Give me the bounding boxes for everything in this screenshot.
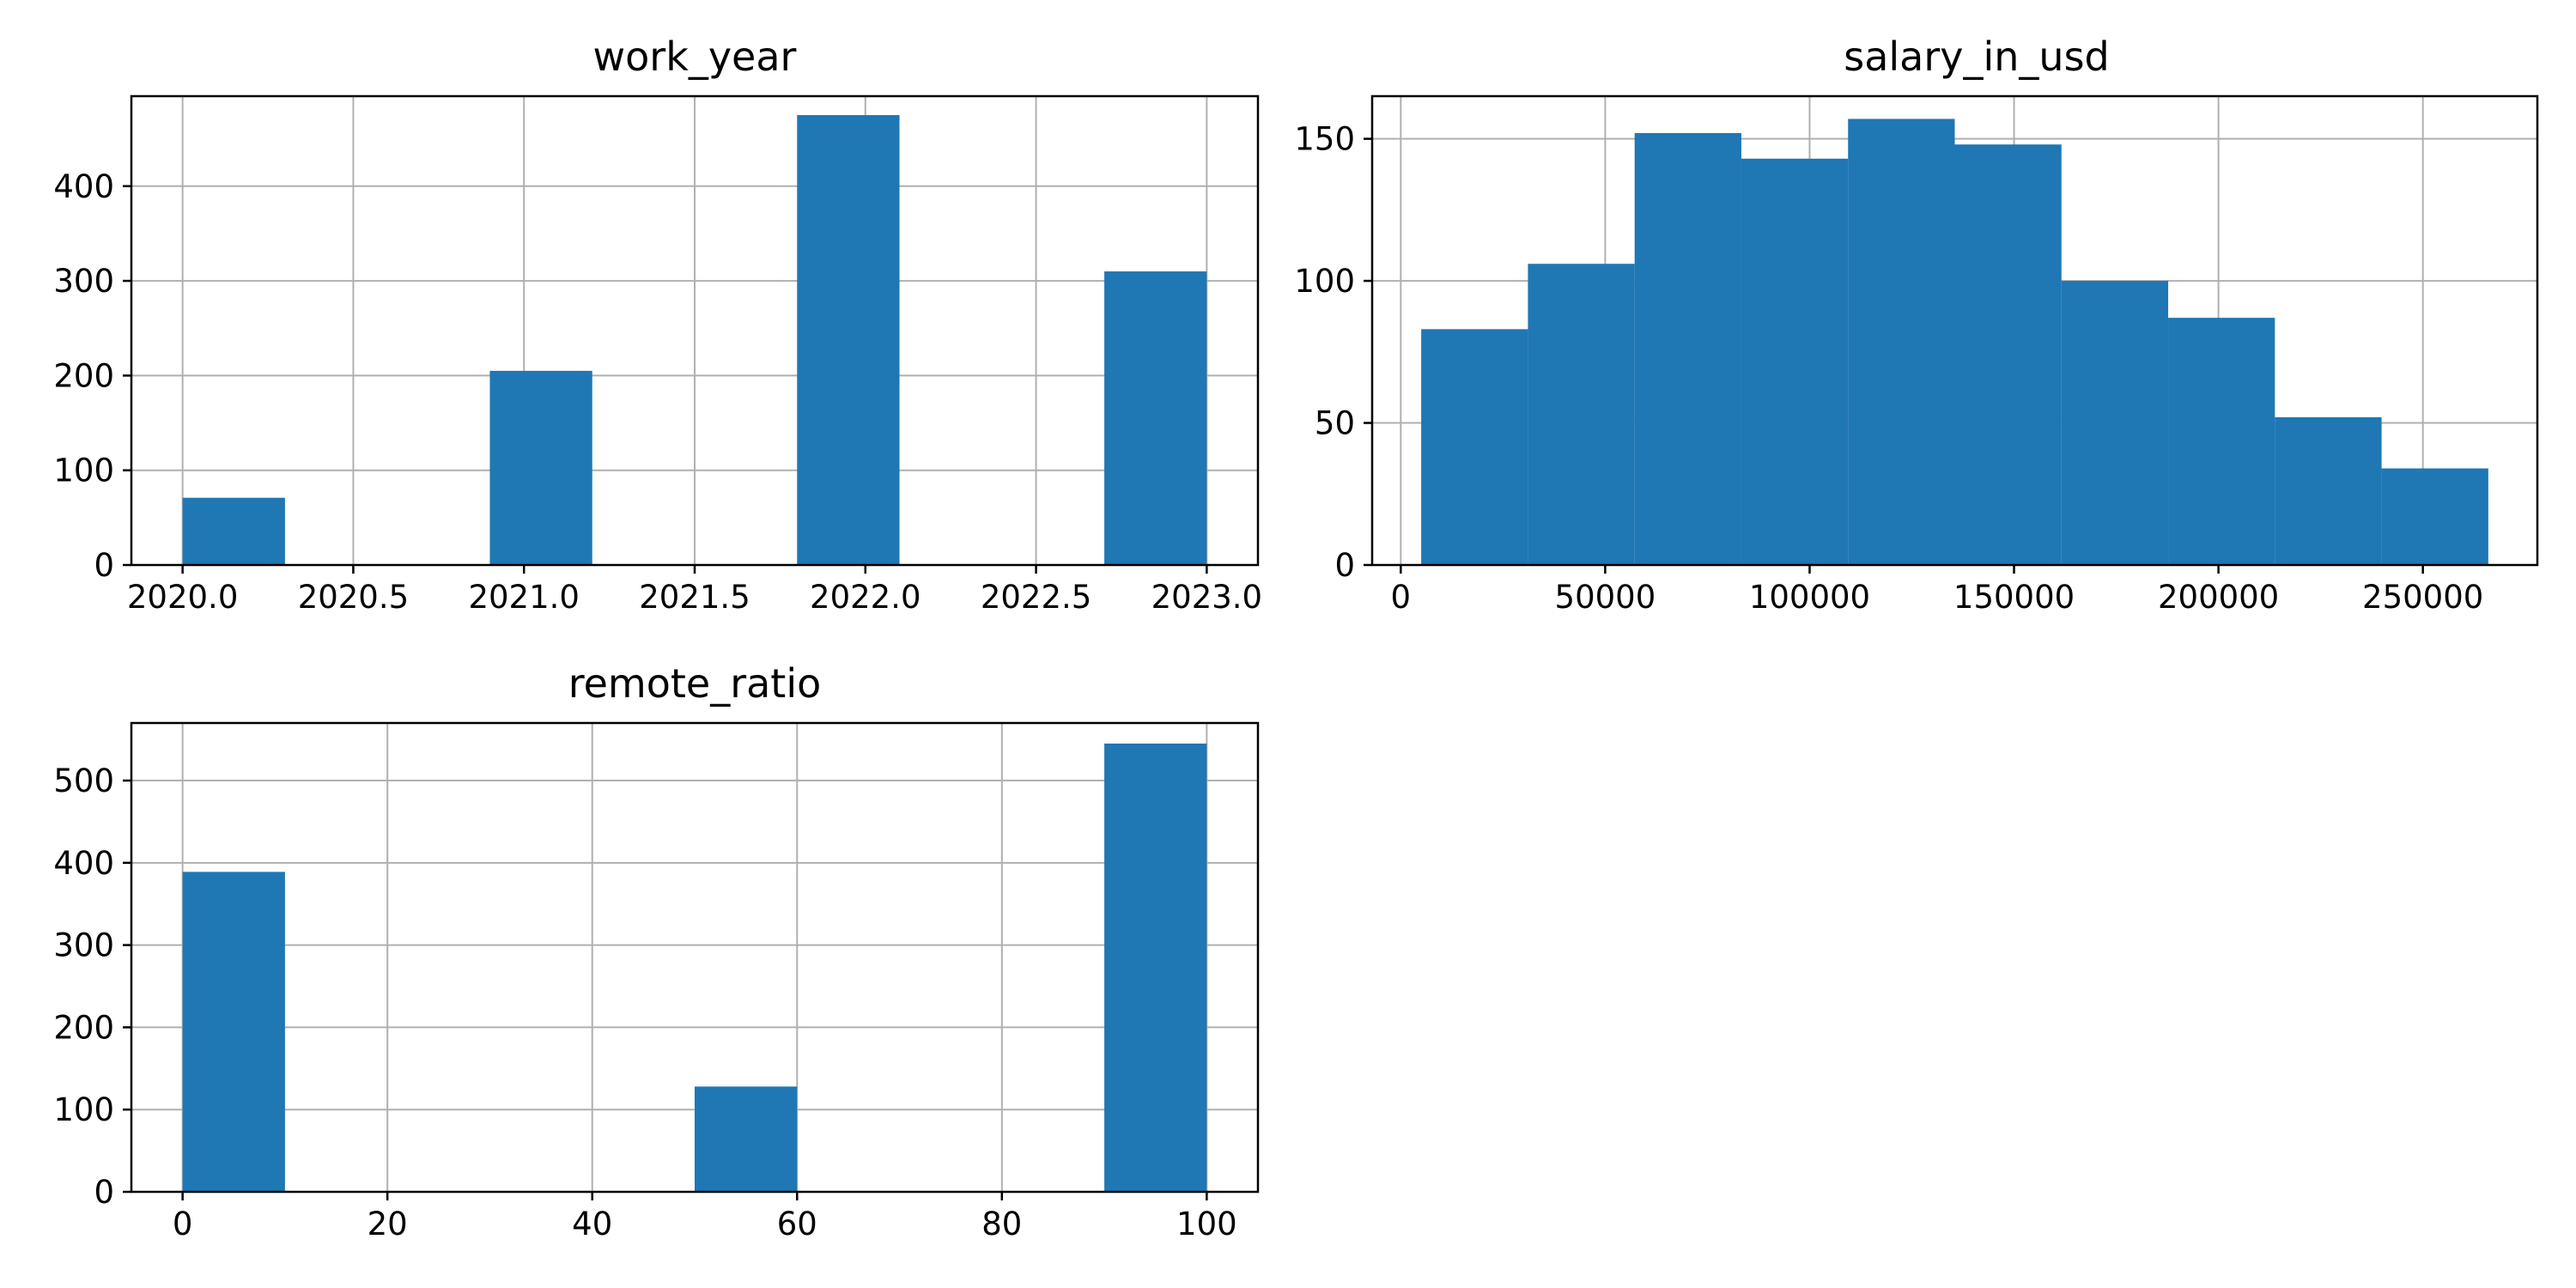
axes-frame — [1370, 94, 2539, 567]
x-tick-label: 0 — [1391, 579, 1412, 616]
y-tick-label: 400 — [53, 845, 114, 882]
x-tick-label: 200000 — [2158, 579, 2279, 616]
x-tick-label: 2020.5 — [298, 579, 409, 616]
x-tick-label: 250000 — [2362, 579, 2483, 616]
histogram-bar — [1741, 158, 1849, 566]
work-year-histogram: work_year 2020.0 2020.5 2021.0 2021.5 2022.0… — [53, 33, 1262, 616]
y-tick-label: 300 — [53, 927, 114, 964]
x-tick-label: 2021.5 — [639, 579, 750, 616]
histogram-bar — [1104, 743, 1207, 1192]
histogram-bar — [2061, 281, 2169, 565]
histogram-bar — [2168, 318, 2275, 565]
x-tick-label: 40 — [572, 1206, 612, 1242]
chart-title: remote_ratio — [568, 660, 822, 707]
y-tick-label: 300 — [53, 263, 114, 300]
histogram-bar — [1848, 118, 1955, 566]
histogram-bar — [1954, 144, 2062, 565]
y-tick-label: 0 — [94, 547, 114, 584]
y-tick-label: 50 — [1315, 405, 1355, 442]
y-tick-label: 400 — [53, 168, 114, 205]
y-tick-label: 100 — [53, 453, 114, 489]
histogram-bar — [1104, 271, 1207, 565]
x-tick-label: 100 — [1176, 1206, 1237, 1242]
y-tick-label: 0 — [1334, 547, 1355, 584]
x-tick-label: 0 — [173, 1206, 193, 1242]
axes-frame — [130, 721, 1260, 1194]
histogram-bar — [1421, 329, 1528, 565]
x-tick-label: 2023.0 — [1151, 579, 1262, 616]
x-tick-label: 2022.0 — [810, 579, 920, 616]
histogram-bar — [2275, 416, 2382, 565]
x-tick-label: 50000 — [1555, 579, 1656, 616]
y-tick-label: 500 — [53, 762, 114, 799]
y-tick-label: 200 — [53, 357, 114, 394]
remote-ratio-histogram: remote_ratio 0 20 40 60 80 100 0 100 200 300 400 50… — [53, 660, 1260, 1242]
x-tick-label: 60 — [777, 1206, 817, 1242]
chart-title: salary_in_usd — [1844, 33, 2110, 80]
x-tick-label: 20 — [368, 1206, 408, 1242]
histogram-bar — [1528, 264, 1635, 565]
histogram-bar — [695, 1086, 798, 1192]
histogram-bar — [1634, 133, 1741, 565]
y-tick-label: 200 — [53, 1009, 114, 1046]
histogram-bar — [182, 872, 285, 1192]
x-tick-label: 100000 — [1749, 579, 1870, 616]
x-tick-label: 2021.0 — [468, 579, 579, 616]
x-tick-label: 150000 — [1953, 579, 2075, 616]
x-tick-label: 80 — [981, 1206, 1022, 1242]
histogram-bar — [182, 497, 285, 565]
salary-in-usd-histogram: salary_in_usd 0 50000 100000 150000 200000 25… — [1294, 33, 2539, 616]
y-tick-label: 100 — [1294, 263, 1355, 300]
y-tick-label: 100 — [53, 1091, 114, 1128]
x-tick-label: 2020.0 — [127, 579, 238, 616]
y-tick-label: 150 — [1294, 121, 1355, 158]
histogram-bar — [489, 370, 592, 565]
histogram-bar — [797, 115, 900, 565]
x-tick-label: 2022.5 — [981, 579, 1091, 616]
chart-title: work_year — [593, 33, 797, 80]
histogram-bar — [2381, 468, 2488, 565]
y-tick-label: 0 — [94, 1174, 114, 1211]
